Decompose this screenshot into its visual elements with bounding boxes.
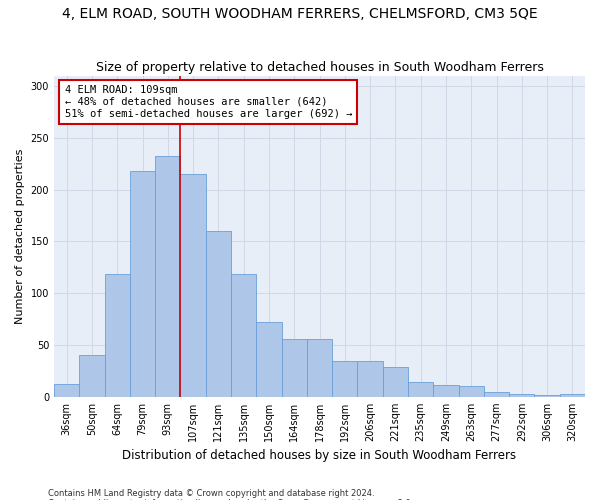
Bar: [458, 386, 484, 397]
Bar: [484, 392, 509, 397]
Bar: [79, 356, 104, 397]
Title: Size of property relative to detached houses in South Woodham Ferrers: Size of property relative to detached ho…: [95, 62, 544, 74]
Bar: [383, 367, 408, 397]
X-axis label: Distribution of detached houses by size in South Woodham Ferrers: Distribution of detached houses by size …: [122, 450, 517, 462]
Bar: [206, 231, 231, 397]
Bar: [281, 339, 307, 397]
Bar: [104, 274, 130, 397]
Bar: [332, 360, 358, 397]
Bar: [358, 360, 383, 397]
Bar: [256, 322, 281, 397]
Text: 4 ELM ROAD: 109sqm
← 48% of detached houses are smaller (642)
51% of semi-detach: 4 ELM ROAD: 109sqm ← 48% of detached hou…: [65, 86, 352, 118]
Text: Contains HM Land Registry data © Crown copyright and database right 2024.: Contains HM Land Registry data © Crown c…: [48, 488, 374, 498]
Bar: [54, 384, 79, 397]
Bar: [408, 382, 433, 397]
Bar: [130, 171, 155, 397]
Bar: [433, 386, 458, 397]
Bar: [560, 394, 585, 397]
Bar: [509, 394, 535, 397]
Bar: [181, 174, 206, 397]
Text: 4, ELM ROAD, SOUTH WOODHAM FERRERS, CHELMSFORD, CM3 5QE: 4, ELM ROAD, SOUTH WOODHAM FERRERS, CHEL…: [62, 8, 538, 22]
Bar: [231, 274, 256, 397]
Text: Contains public sector information licensed under the Open Government Licence v3: Contains public sector information licen…: [48, 498, 413, 500]
Bar: [307, 339, 332, 397]
Bar: [155, 156, 181, 397]
Y-axis label: Number of detached properties: Number of detached properties: [15, 148, 25, 324]
Bar: [535, 394, 560, 397]
